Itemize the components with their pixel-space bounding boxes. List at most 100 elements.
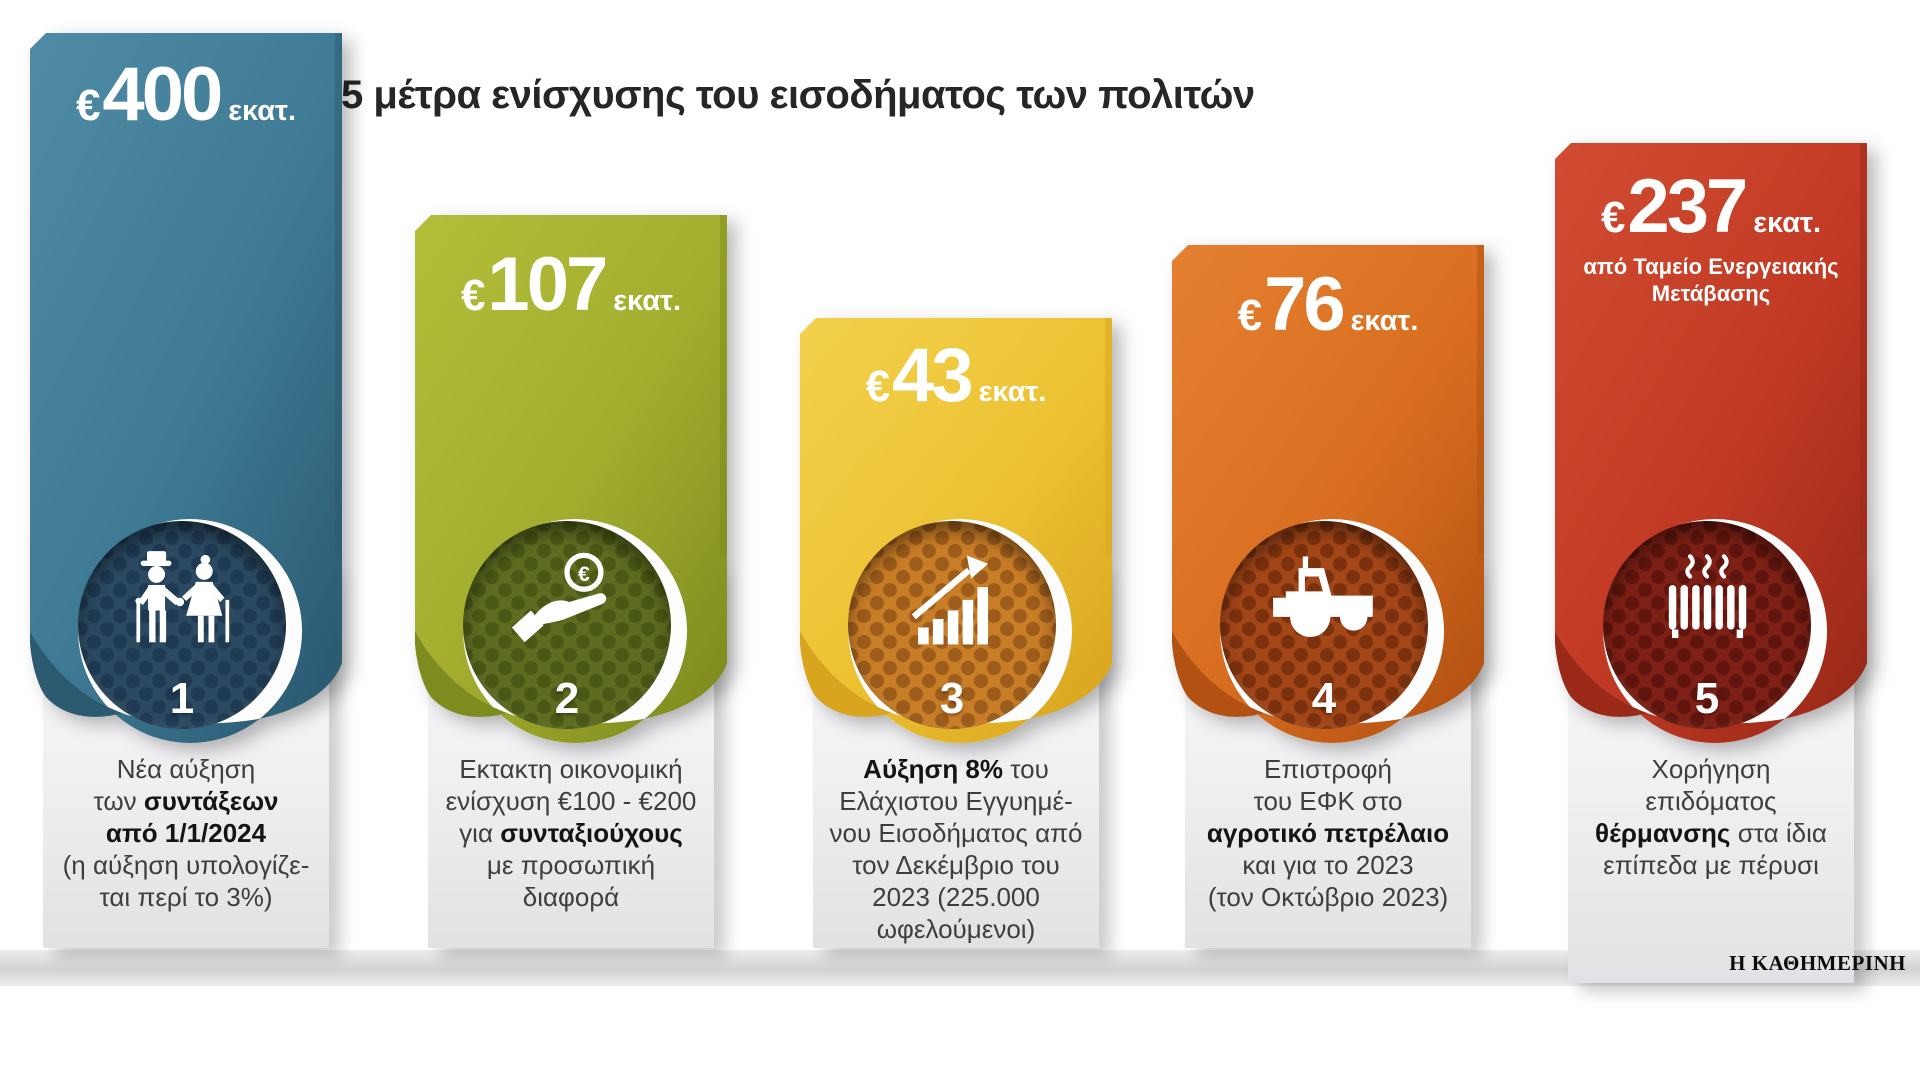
description-segment: (τον Οκτώβριο 2023)	[1207, 882, 1449, 912]
curl-flap-icon	[415, 631, 507, 717]
description-segment: (η αύξηση υπολογίζε-	[62, 850, 310, 880]
description-segment: 2023 (225.000	[872, 882, 1040, 912]
perforated-circle: 4	[1220, 521, 1428, 729]
description-line: του ΕΦΚ στο	[1185, 785, 1471, 817]
description-segment: συντάξεων	[143, 786, 279, 816]
amount-unit: εκατ.	[228, 95, 297, 127]
colored-sheet	[800, 318, 1112, 743]
amount-unit: εκατ.	[1350, 305, 1419, 337]
description-line: αγροτικό πετρέλαιο	[1185, 817, 1471, 849]
description-line: ωφελούμενοι)	[813, 913, 1099, 945]
tractor-icon	[1258, 549, 1390, 655]
description-segment: Χορήγηση	[1651, 754, 1771, 784]
amount-value: 107	[487, 242, 608, 327]
amount-currency: €	[460, 271, 486, 320]
description-line: Εκτακτη οικονομική	[428, 753, 714, 785]
colored-sheet	[30, 33, 342, 743]
card-description: Νέα αύξηση των συντάξεων από 1/1/2024 (η αύ…	[43, 753, 329, 913]
description-segment: των	[93, 786, 144, 816]
description-segment: με προσωπική	[486, 850, 656, 880]
card-description: Εκτακτη οικονομική ενίσχυση €100 - €200 γι…	[428, 753, 714, 913]
description-segment: από 1/1/2024	[105, 818, 267, 848]
amount-currency: €	[1600, 193, 1626, 242]
amount-value: 76	[1264, 262, 1346, 347]
description-segment: Επιστροφή	[1264, 754, 1392, 784]
card-description: Αύξηση 8% του Ελάχιστου Εγγυημέ-νου Εισοδ…	[813, 753, 1099, 945]
sheet-edge	[720, 215, 727, 555]
description-segment: επιδόματος	[1645, 786, 1777, 816]
description-segment: συνταξιούχους	[500, 818, 683, 848]
description-segment: Νέα αύξηση	[116, 754, 256, 784]
description-segment: του ΕΦΚ στο	[1253, 786, 1403, 816]
description-line: Αύξηση 8% του	[813, 753, 1099, 785]
description-segment: τον Δεκέμβριο του	[852, 850, 1060, 880]
description-line: για συνταξιούχους	[428, 817, 714, 849]
description-segment: θέρμανσης	[1595, 818, 1731, 848]
brand-logo: Η ΚΑΘΗΜΕΡΙΝΗ	[1729, 951, 1906, 975]
description-line: ενίσχυση €100 - €200	[428, 785, 714, 817]
amount-value: 400	[102, 52, 223, 137]
description-line: διαφορά	[428, 881, 714, 913]
curl-flap-icon	[800, 631, 892, 717]
card-description: Χορήγηση επιδόματος θέρμανσης στα ίδια επίπ…	[1568, 753, 1854, 881]
description-line: επιδόματος	[1568, 785, 1854, 817]
card-number: 1	[169, 674, 195, 723]
curl-flap-icon	[30, 631, 122, 717]
description-line: θέρμανσης στα ίδια	[1568, 817, 1854, 849]
description-line: και για το 2023	[1185, 849, 1471, 881]
curl-flap-icon	[1555, 631, 1647, 717]
elderly-couple-icon	[116, 549, 248, 655]
card-description: Επιστροφή του ΕΦΚ στο αγροτικό πετρέλαιο κα…	[1185, 753, 1471, 913]
description-segment: νου Εισοδήματος από	[829, 818, 1083, 848]
card-number: 4	[1311, 674, 1337, 723]
sheet-edge	[1105, 318, 1112, 555]
description-line: Χορήγηση	[1568, 753, 1854, 785]
description-segment: αγροτικό πετρέλαιο	[1206, 818, 1450, 848]
amount-unit: εκατ.	[978, 376, 1047, 408]
description-line: (η αύξηση υπολογίζε-	[43, 849, 329, 881]
sheet-edge	[1860, 143, 1867, 555]
description-line: Ελάχιστου Εγγυημέ-	[813, 785, 1099, 817]
description-segment: και για το 2023	[1242, 850, 1414, 880]
description-line: Επιστροφή	[1185, 753, 1471, 785]
perforated-circle: 5	[1603, 521, 1811, 729]
amount-value: 237	[1627, 164, 1748, 249]
colored-sheet	[1555, 143, 1867, 743]
description-segment: για	[459, 818, 501, 848]
description-segment: ενίσχυση €100 - €200	[445, 786, 697, 816]
card-number: 2	[554, 674, 580, 723]
amount-currency: €	[75, 81, 101, 130]
growth-chart-icon	[886, 549, 1018, 655]
description-segment: Ελάχιστου Εγγυημέ-	[839, 786, 1073, 816]
perforated-circle: 2	[463, 521, 671, 729]
amount-subtitle: από Ταμείο Ενεργειακής Μετάβασης	[1555, 253, 1867, 307]
sheet-edge	[1477, 245, 1484, 555]
amount-subtitle-line: από Ταμείο Ενεργειακής	[1583, 254, 1839, 279]
description-line: Νέα αύξηση	[43, 753, 329, 785]
description-line: επίπεδα με πέρυσι	[1568, 849, 1854, 881]
amount: € 237 εκατ.	[1555, 169, 1867, 245]
curl-flap-icon	[1172, 631, 1264, 717]
description-line: τον Δεκέμβριο του	[813, 849, 1099, 881]
radiator-icon	[1641, 549, 1773, 655]
amount-unit: εκατ.	[1753, 207, 1822, 239]
amount: € 76 εκατ.	[1172, 267, 1484, 343]
description-segment: διαφορά	[522, 882, 620, 912]
hand-euro-icon	[501, 549, 633, 655]
description-line: ται περί το 3%)	[43, 881, 329, 913]
perforated-circle: 1	[78, 521, 286, 729]
description-segment: Εκτακτη οικονομική	[459, 754, 683, 784]
description-line: 2023 (225.000	[813, 881, 1099, 913]
amount-unit: εκατ.	[613, 285, 682, 317]
amount: € 400 εκατ.	[30, 57, 342, 133]
page-title: 5 μέτρα ενίσχυσης του εισοδήματος των πο…	[341, 73, 1255, 117]
card-number: 5	[1694, 674, 1720, 723]
amount-value: 43	[892, 333, 974, 418]
amount-currency: €	[865, 362, 891, 411]
description-line: με προσωπική	[428, 849, 714, 881]
amount-subtitle-line: Μετάβασης	[1651, 281, 1771, 306]
description-segment: Αύξηση 8%	[863, 754, 1004, 784]
description-line: νου Εισοδήματος από	[813, 817, 1099, 849]
perforated-circle: 3	[848, 521, 1056, 729]
